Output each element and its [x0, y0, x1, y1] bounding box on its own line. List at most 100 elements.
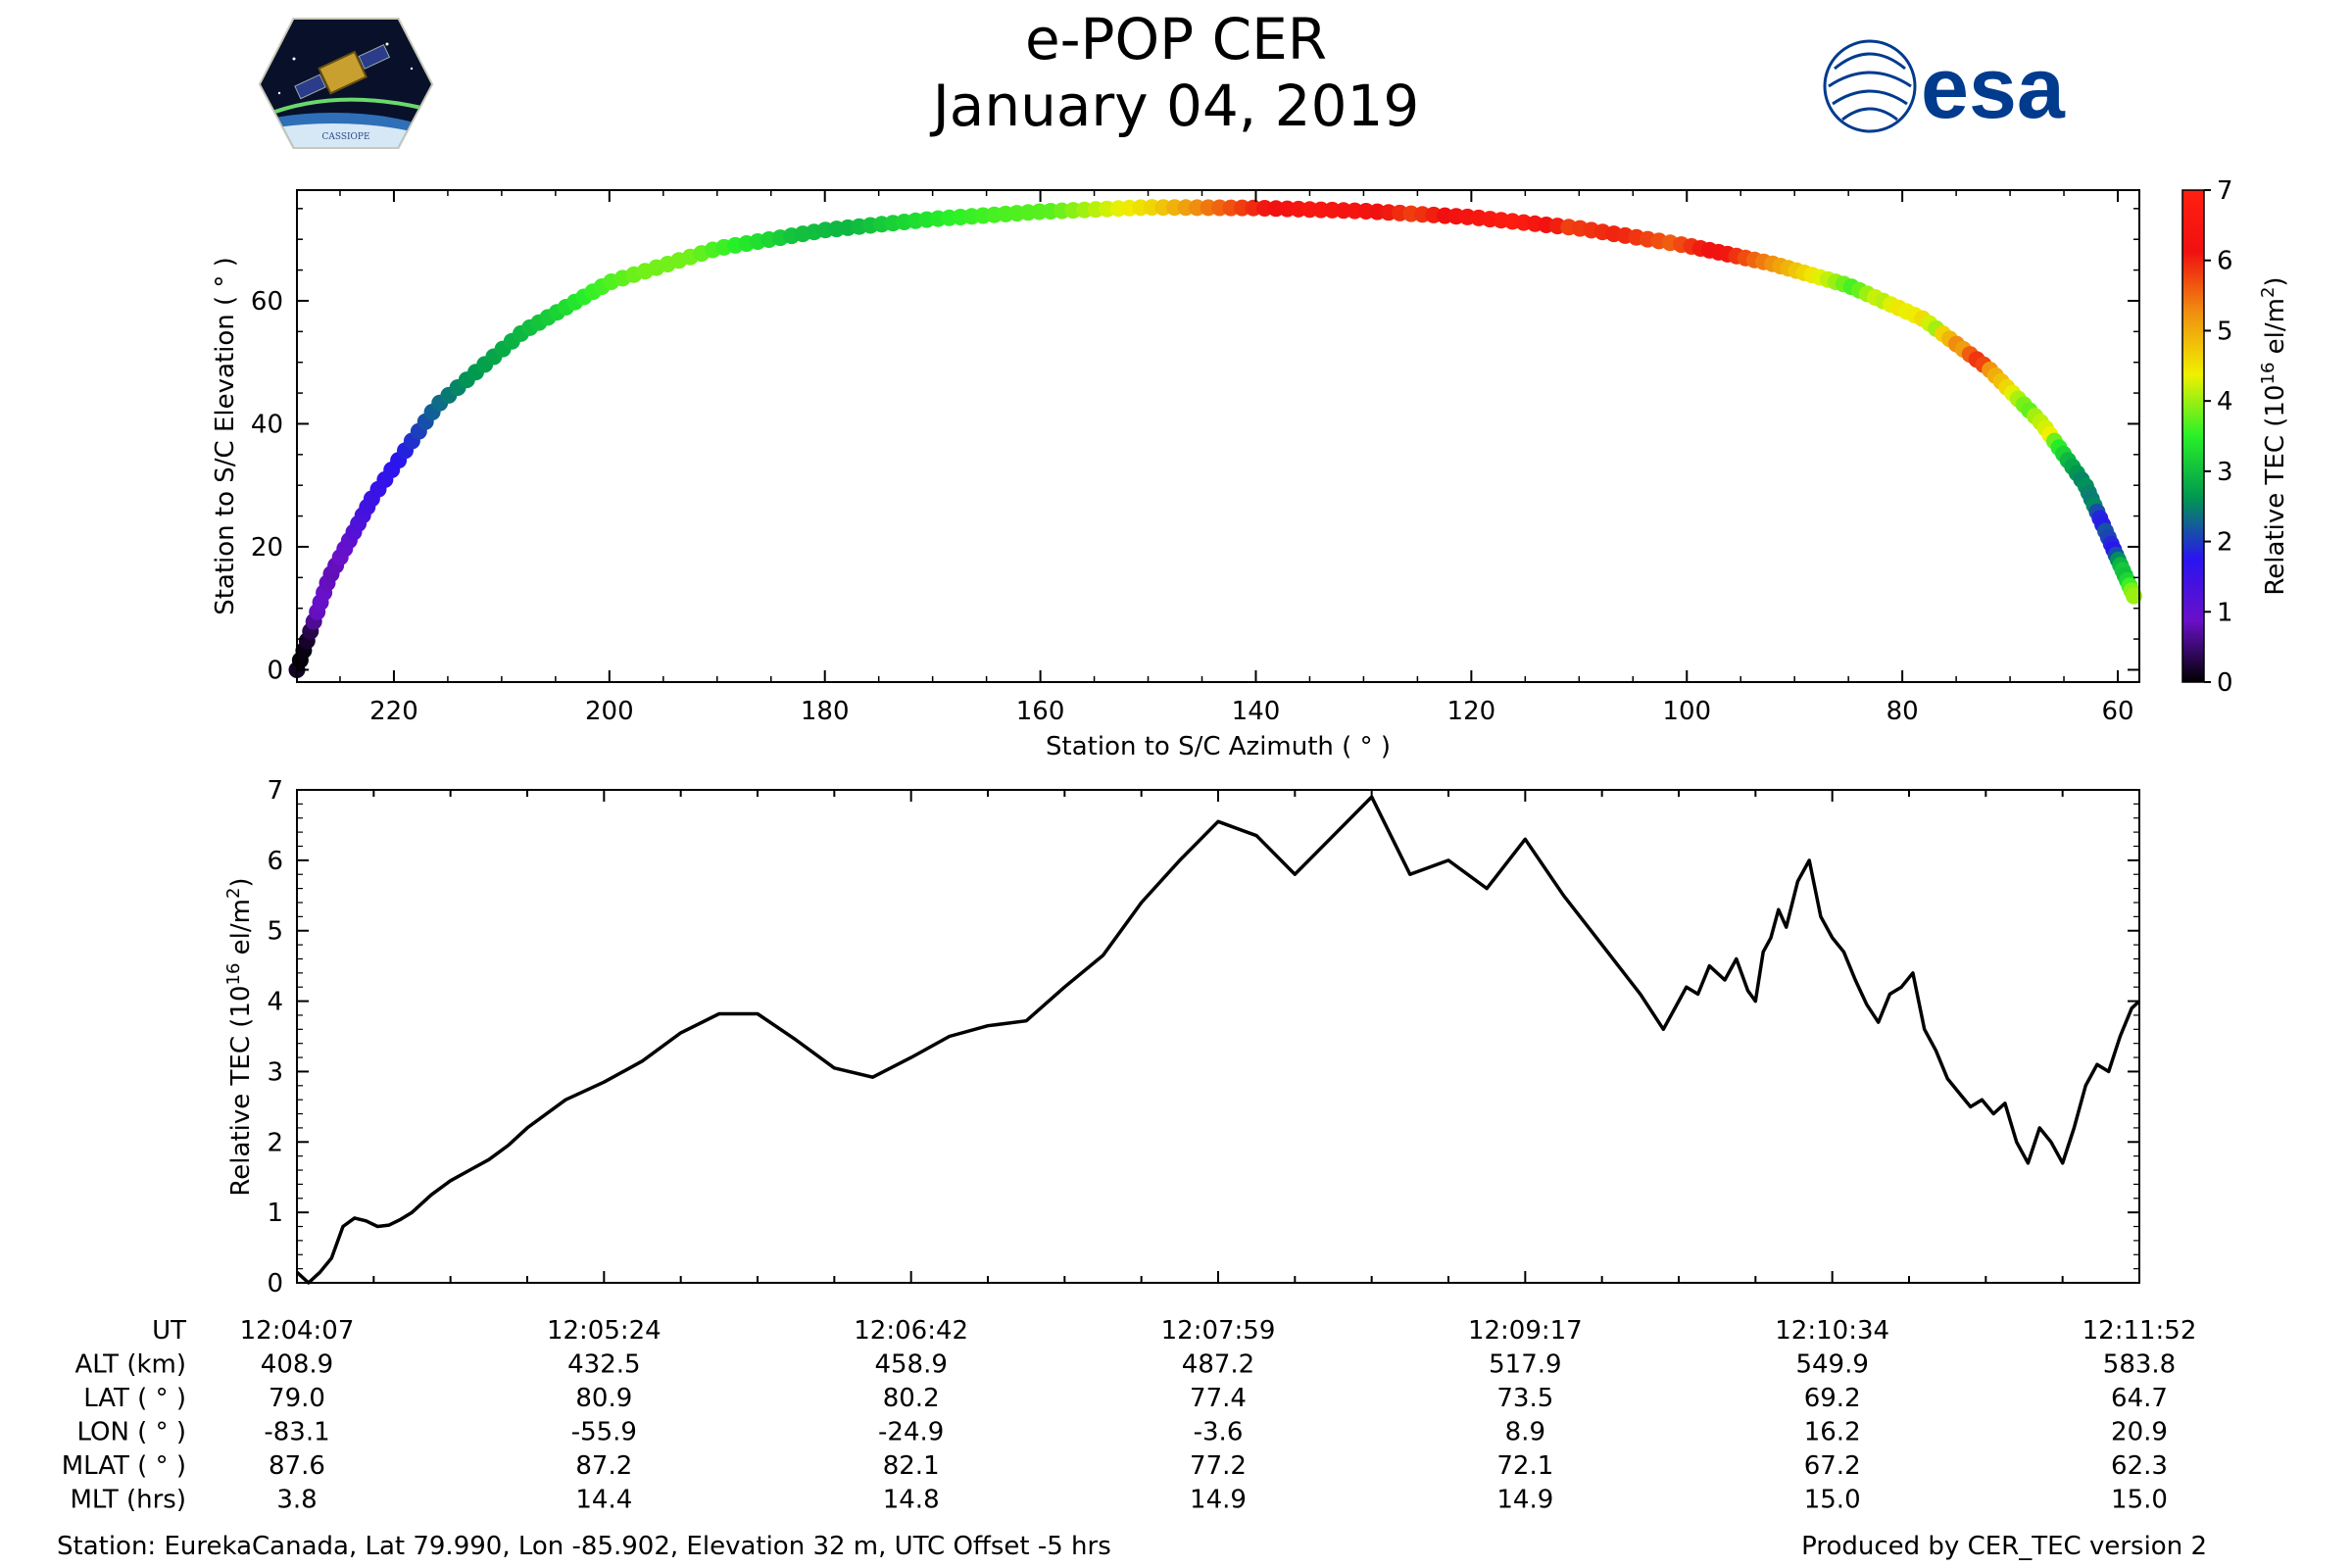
colorbar-label-main: Relative TEC: [2261, 435, 2290, 596]
colorbar-tick-label: 2: [2217, 528, 2233, 558]
table-cell: 77.4: [1190, 1384, 1247, 1413]
line-unit-suffix: el/m: [226, 899, 256, 963]
table-cell: 14.4: [575, 1486, 632, 1515]
orbit-table: UT 12:04:07 12:05:24 12:06:42 12:07:59 12:09:…: [62, 1316, 2197, 1515]
line-y-tick-label: 4: [267, 988, 283, 1017]
table-cell: 549.9: [1795, 1350, 1868, 1380]
line-y-tick-label: 2: [267, 1128, 283, 1157]
colorbar-unit-suffix: el/m: [2261, 298, 2290, 363]
station-info: Station: EurekaCanada, Lat 79.990, Lon -…: [57, 1532, 1111, 1561]
table-cell: 73.5: [1496, 1384, 1553, 1413]
table-cell: 12:09:17: [1468, 1316, 1583, 1346]
table-cell: -3.6: [1194, 1418, 1244, 1447]
table-cell: 79.0: [269, 1384, 325, 1413]
table-cell: 14.9: [1496, 1486, 1553, 1515]
esa-logo-text: esa: [1921, 39, 2066, 136]
table-cell: 72.1: [1496, 1451, 1553, 1481]
scatter-x-tick-label: 100: [1662, 697, 1711, 726]
table-cell: 77.2: [1190, 1451, 1247, 1481]
chart-date: January 04, 2019: [932, 73, 1420, 139]
line-y-label: Relative TEC (1016 el/m2): [223, 877, 256, 1196]
line-y-tick-label: 1: [267, 1199, 283, 1228]
table-cell: 12:06:42: [854, 1316, 968, 1346]
colorbar-tick-label: 7: [2217, 176, 2233, 206]
table-cell: 517.9: [1489, 1350, 1561, 1380]
table-row-label: LON ( ° ): [76, 1418, 186, 1447]
scatter-points: [288, 199, 2142, 678]
colorbar-tick-label: 3: [2217, 458, 2233, 487]
line-panel: 0 1 2 3 4 5 6 7 Relative TEC (1016 el/m2): [223, 776, 2141, 1298]
producer-info: Produced by CER_TEC version 2: [1801, 1532, 2207, 1561]
scatter-x-label: Station to S/C Azimuth ( ° ): [1046, 732, 1391, 761]
tec-series-line: [295, 795, 2141, 1285]
colorbar-tick-label: 6: [2217, 247, 2233, 276]
line-unit-base: 10: [226, 985, 256, 1017]
colorbar-unit-exp: 16: [2258, 363, 2278, 385]
scatter-panel: 220 200 180 160 140 120 100 80 60 0 20 40 60 Station…: [211, 189, 2142, 761]
scatter-x-tick-label: 80: [1886, 697, 1919, 726]
scatter-x-tick-label: 60: [2101, 697, 2133, 726]
colorbar-ticks: 0 1 2 3 4 5 6 7: [2204, 176, 2233, 698]
colorbar-tick-label: 4: [2217, 387, 2233, 416]
line-unit-exp: 16: [223, 963, 244, 986]
line-y-tick-label: 0: [267, 1269, 283, 1298]
table-cell: 64.7: [2111, 1384, 2168, 1413]
table-cell: 458.9: [874, 1350, 947, 1380]
table-cell: 12:10:34: [1775, 1316, 1889, 1346]
table-cell: 3.8: [276, 1486, 317, 1515]
scatter-y-tick-label: 0: [267, 656, 283, 685]
esa-logo: esa: [1823, 39, 2066, 136]
table-cell: 82.1: [883, 1451, 940, 1481]
table-cell: 432.5: [567, 1350, 640, 1380]
colorbar: 0 1 2 3 4 5 6 7 Relative TEC (1016 el/m2): [2181, 176, 2290, 698]
colorbar-label: Relative TEC (1016 el/m2): [2258, 276, 2290, 595]
table-cell: 80.9: [575, 1384, 632, 1413]
colorbar-tick-label: 1: [2217, 598, 2233, 627]
scatter-y-label: Station to S/C Elevation ( ° ): [211, 257, 240, 615]
scatter-x-tick-label: 120: [1447, 697, 1496, 726]
scatter-y-tick-label: 20: [251, 533, 283, 563]
table-cell: 14.9: [1190, 1486, 1247, 1515]
cassiope-logo-text: CASSIOPE: [321, 132, 369, 142]
line-y-tick-label: 5: [267, 917, 283, 947]
table-cell: 20.9: [2111, 1418, 2168, 1447]
colorbar-unit-sup: 2: [2258, 287, 2278, 298]
line-y-tick-label: 6: [267, 847, 283, 876]
scatter-x-tick-label: 160: [1016, 697, 1065, 726]
table-cell: 583.8: [2103, 1350, 2176, 1380]
line-unit-sup: 2: [223, 888, 244, 899]
chart-title: e-POP CER: [1024, 6, 1328, 73]
table-cell: 12:05:24: [547, 1316, 662, 1346]
table-cell: 62.3: [2111, 1451, 2168, 1481]
table-cell: 15.0: [2111, 1486, 2168, 1515]
line-y-label-main: Relative TEC: [226, 1036, 256, 1197]
scatter-x-tick-label: 140: [1232, 697, 1281, 726]
table-cell: 69.2: [1804, 1384, 1861, 1413]
table-cell: 87.2: [575, 1451, 632, 1481]
table-cell: 67.2: [1804, 1451, 1861, 1481]
table-cell: 487.2: [1182, 1350, 1254, 1380]
colorbar-unit-base: 10: [2261, 384, 2290, 416]
table-cell: 408.9: [261, 1350, 333, 1380]
table-cell: 8.9: [1505, 1418, 1545, 1447]
scatter-axes: 220 200 180 160 140 120 100 80 60 0 20 40 60: [251, 190, 2139, 726]
table-cell: 12:11:52: [2082, 1316, 2197, 1346]
scatter-x-tick-label: 220: [369, 697, 418, 726]
scatter-x-tick-label: 180: [801, 697, 850, 726]
line-y-tick-label: 3: [267, 1057, 283, 1087]
table-row-label: ALT (km): [74, 1350, 186, 1380]
table-cell: -55.9: [571, 1418, 637, 1447]
scatter-y-tick-label: 60: [251, 287, 283, 317]
scatter-point: [2126, 587, 2142, 605]
table-row-label: LAT ( ° ): [83, 1384, 186, 1413]
table-row-label: MLT (hrs): [71, 1486, 187, 1515]
table-cell: 12:04:07: [240, 1316, 355, 1346]
table-cell: 16.2: [1804, 1418, 1861, 1447]
table-cell: 87.6: [269, 1451, 325, 1481]
colorbar-tick-label: 0: [2217, 668, 2233, 698]
table-cell: 12:07:59: [1161, 1316, 1276, 1346]
table-cell: -83.1: [264, 1418, 329, 1447]
scatter-x-tick-label: 200: [585, 697, 634, 726]
colorbar-tick-label: 5: [2217, 317, 2233, 346]
